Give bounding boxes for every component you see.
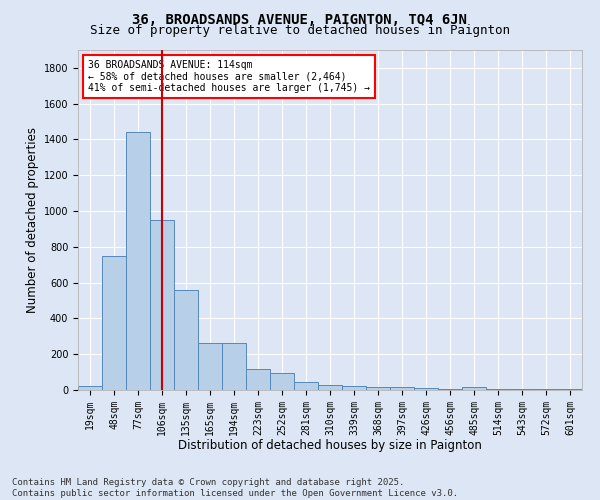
Bar <box>486 389 510 390</box>
Bar <box>246 370 270 390</box>
Bar <box>150 220 174 390</box>
Text: Size of property relative to detached houses in Paignton: Size of property relative to detached ho… <box>90 24 510 37</box>
Bar <box>366 387 390 390</box>
Text: Contains HM Land Registry data © Crown copyright and database right 2025.
Contai: Contains HM Land Registry data © Crown c… <box>12 478 458 498</box>
Bar <box>222 342 246 390</box>
Bar <box>102 256 126 390</box>
X-axis label: Distribution of detached houses by size in Paignton: Distribution of detached houses by size … <box>178 439 482 452</box>
Text: 36, BROADSANDS AVENUE, PAIGNTON, TQ4 6JN: 36, BROADSANDS AVENUE, PAIGNTON, TQ4 6JN <box>133 12 467 26</box>
Bar <box>174 290 198 390</box>
Bar <box>342 386 366 390</box>
Bar <box>198 342 222 390</box>
Bar <box>390 388 414 390</box>
Bar <box>78 386 102 390</box>
Y-axis label: Number of detached properties: Number of detached properties <box>26 127 40 313</box>
Bar <box>462 388 486 390</box>
Bar <box>318 384 342 390</box>
Bar <box>126 132 150 390</box>
Bar <box>534 389 558 390</box>
Text: 36 BROADSANDS AVENUE: 114sqm
← 58% of detached houses are smaller (2,464)
41% of: 36 BROADSANDS AVENUE: 114sqm ← 58% of de… <box>88 60 370 94</box>
Bar <box>438 388 462 390</box>
Bar <box>510 389 534 390</box>
Bar <box>294 382 318 390</box>
Bar <box>414 388 438 390</box>
Bar <box>270 373 294 390</box>
Bar <box>558 389 582 390</box>
